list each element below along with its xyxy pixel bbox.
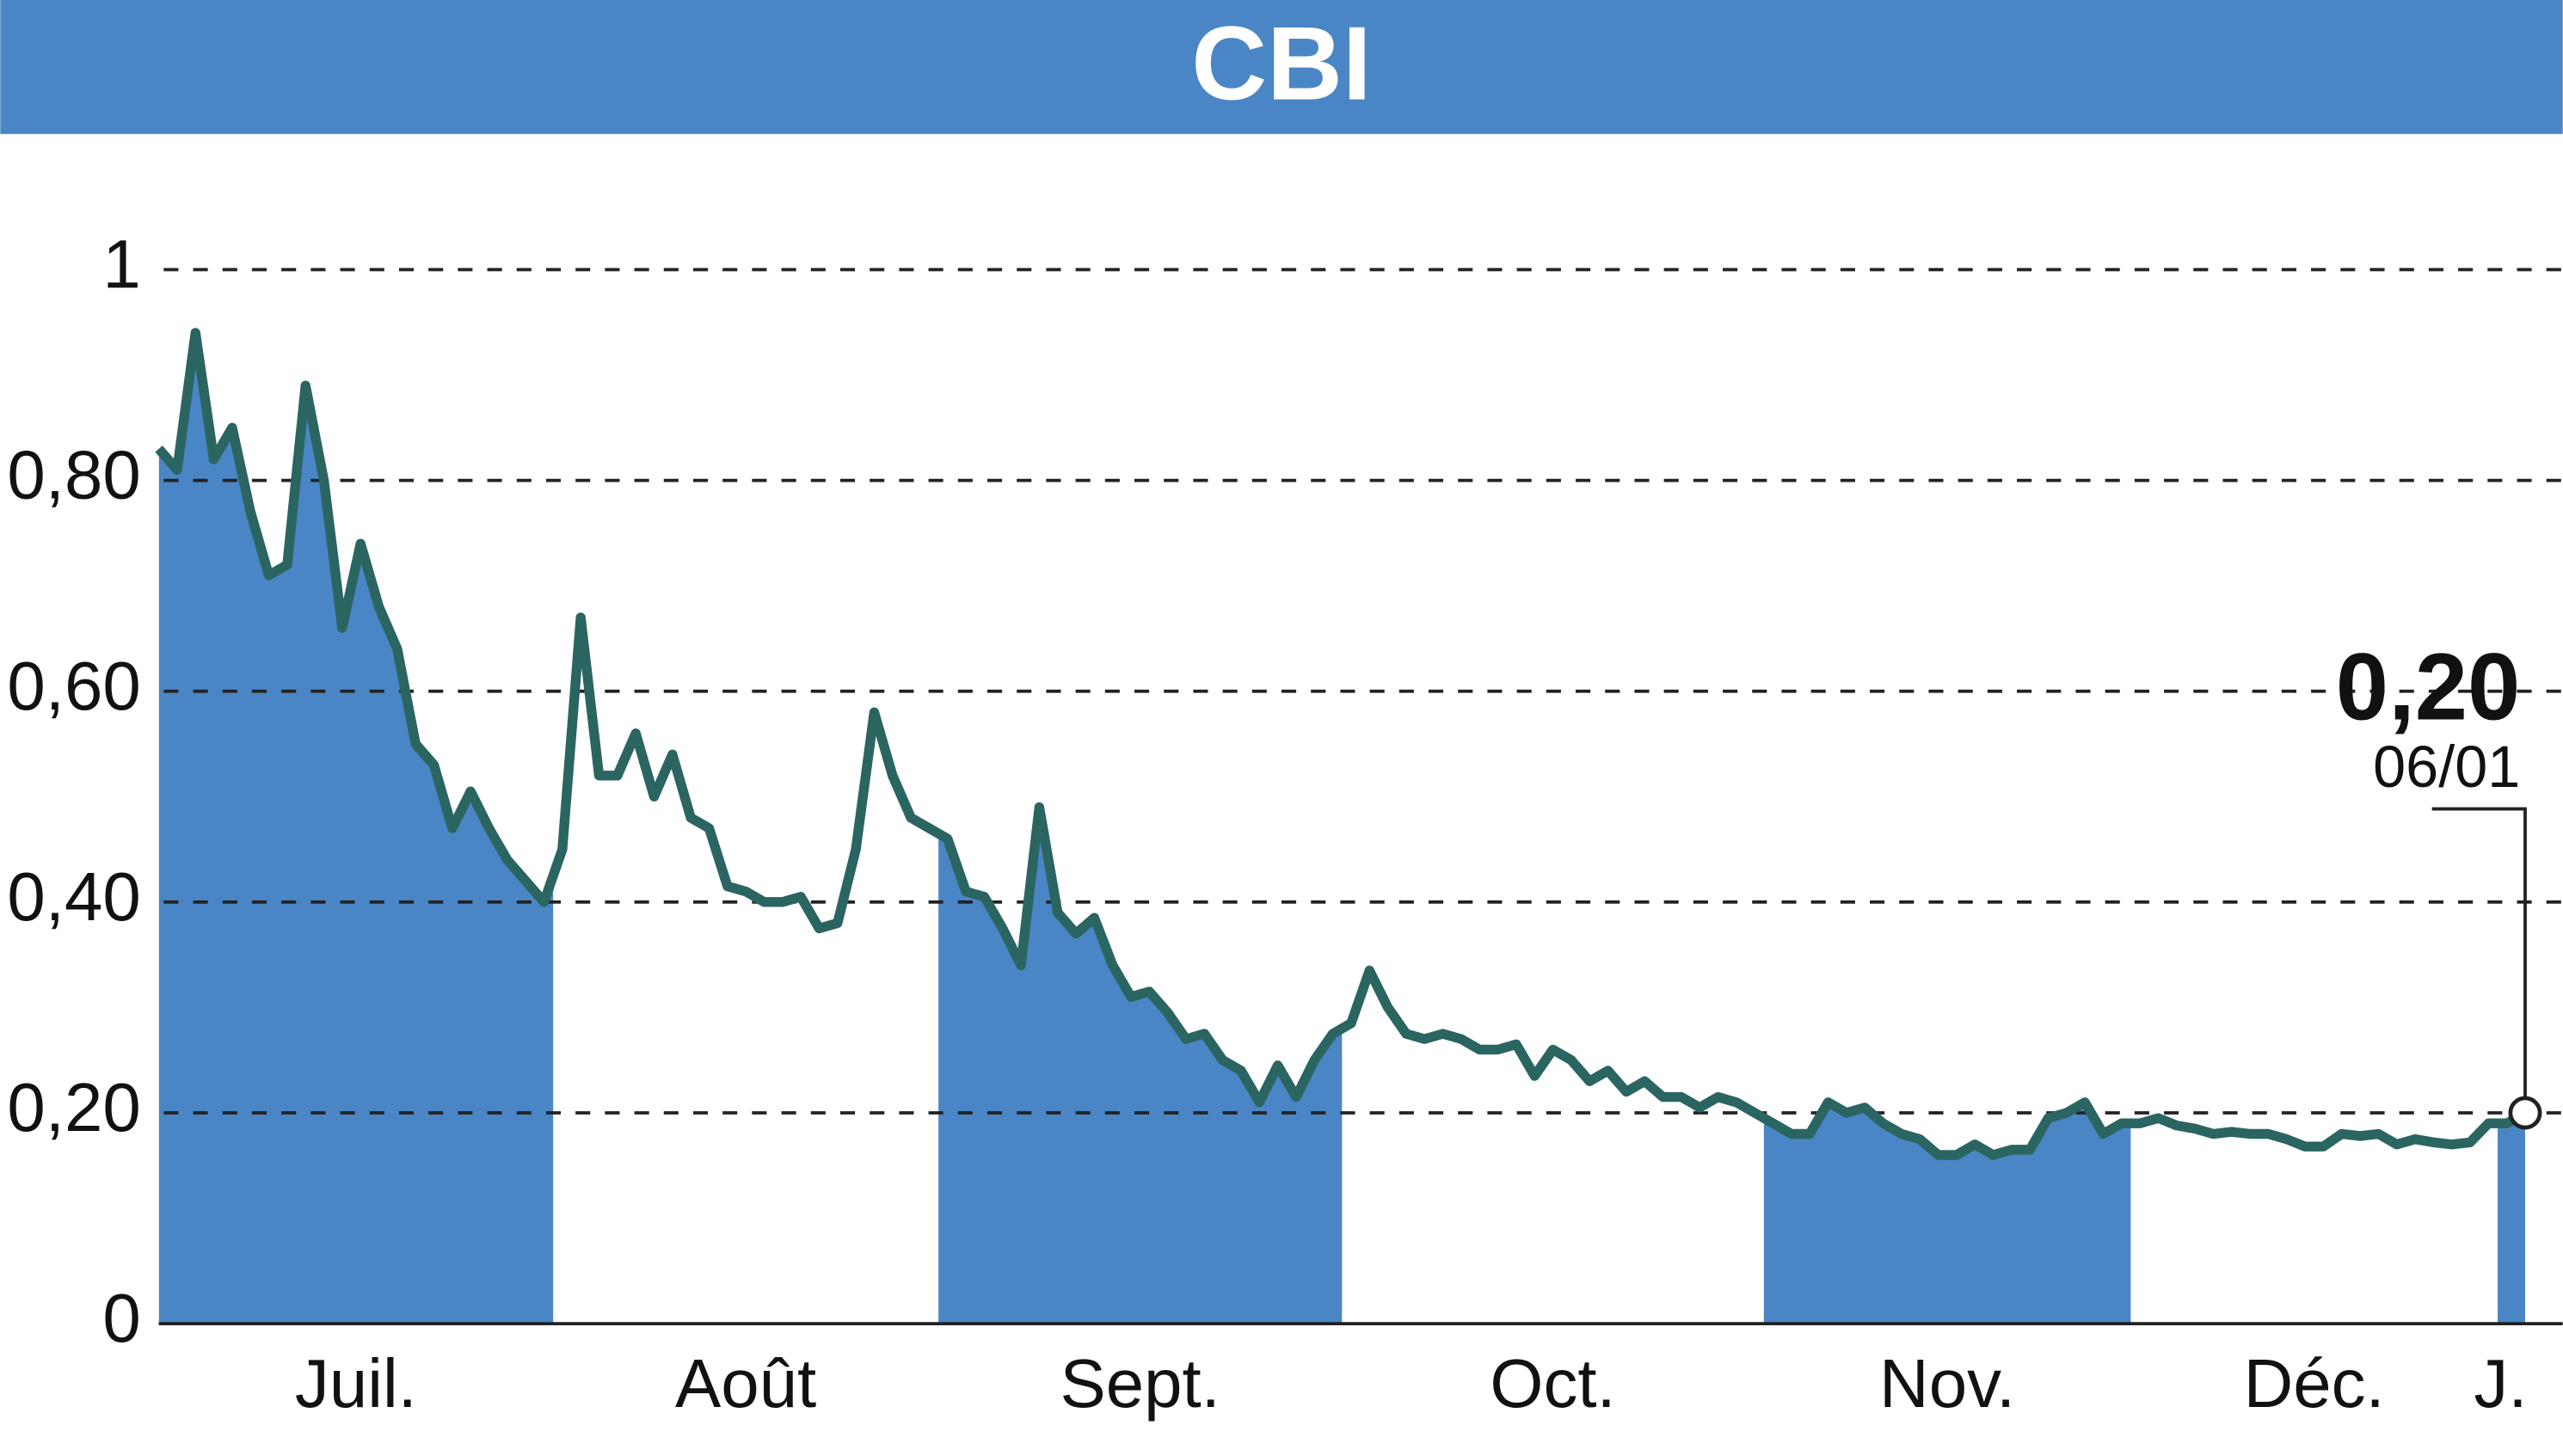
y-tick-label: 0,20 bbox=[7, 1069, 140, 1146]
last-date-label: 06/01 bbox=[2373, 734, 2520, 800]
title-bar bbox=[0, 0, 2563, 134]
price-line bbox=[155, 328, 2528, 1160]
y-tick-label: 0 bbox=[102, 1280, 140, 1356]
x-tick-label: J. bbox=[2474, 1345, 2527, 1422]
y-tick-label: 0,60 bbox=[7, 648, 140, 724]
y-tick-label: 0,40 bbox=[7, 858, 140, 935]
x-tick-label: Nov. bbox=[1879, 1345, 2015, 1422]
y-tick-label: 1 bbox=[102, 226, 140, 303]
x-tick-label: Oct. bbox=[1490, 1345, 1615, 1422]
x-tick-label: Déc. bbox=[2244, 1345, 2385, 1422]
x-tick-label: Sept. bbox=[1060, 1345, 1220, 1422]
chart-title: CBI bbox=[1191, 5, 1371, 122]
annotation-leader bbox=[2431, 807, 2527, 1098]
x-tick-label: Août bbox=[675, 1345, 816, 1422]
last-value-label: 0,20 bbox=[2336, 635, 2520, 740]
y-tick-label: 0,80 bbox=[7, 437, 140, 513]
x-tick-label: Juil. bbox=[295, 1345, 417, 1422]
last-point bbox=[2508, 1096, 2542, 1130]
